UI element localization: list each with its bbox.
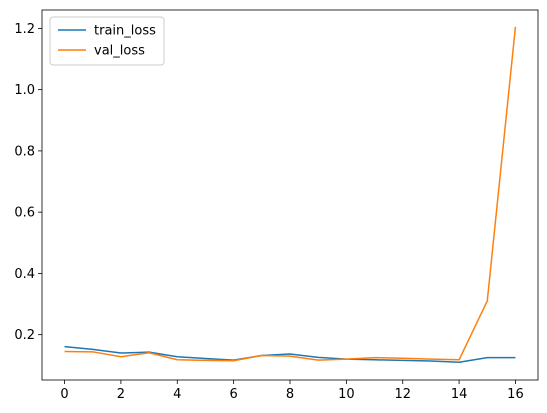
plot-area-frame	[41, 9, 539, 381]
y-tick-label: 1.2	[14, 22, 35, 37]
x-tick-label: 8	[286, 387, 294, 402]
y-tick-label: 0.6	[14, 206, 35, 221]
x-tick-label: 2	[117, 387, 125, 402]
x-tick-label: 16	[507, 387, 524, 402]
x-tick-label: 10	[338, 387, 355, 402]
series-line-val-loss	[64, 26, 517, 362]
series-lines	[64, 26, 517, 363]
x-axis: 0 2 4 6 8 10 12 14 16	[60, 380, 524, 402]
x-tick-label: 12	[394, 387, 411, 402]
legend-label: train_loss	[94, 24, 156, 39]
x-tick-label: 4	[173, 387, 181, 402]
y-tick-label: 0.2	[14, 328, 35, 343]
series-line-train-loss	[64, 345, 516, 363]
legend: train_loss val_loss	[49, 16, 165, 66]
x-tick-label: 0	[60, 387, 68, 402]
y-tick-label: 0.8	[14, 144, 35, 159]
legend-label: val_loss	[94, 44, 145, 59]
y-tick-label: 0.4	[14, 267, 35, 282]
legend-box	[49, 16, 165, 66]
x-tick-label: 14	[451, 387, 468, 402]
y-axis: 0.2 0.4 0.6 0.8 1.0 1.2	[14, 22, 42, 343]
x-tick-label: 6	[229, 387, 237, 402]
y-tick-label: 1.0	[14, 83, 35, 98]
